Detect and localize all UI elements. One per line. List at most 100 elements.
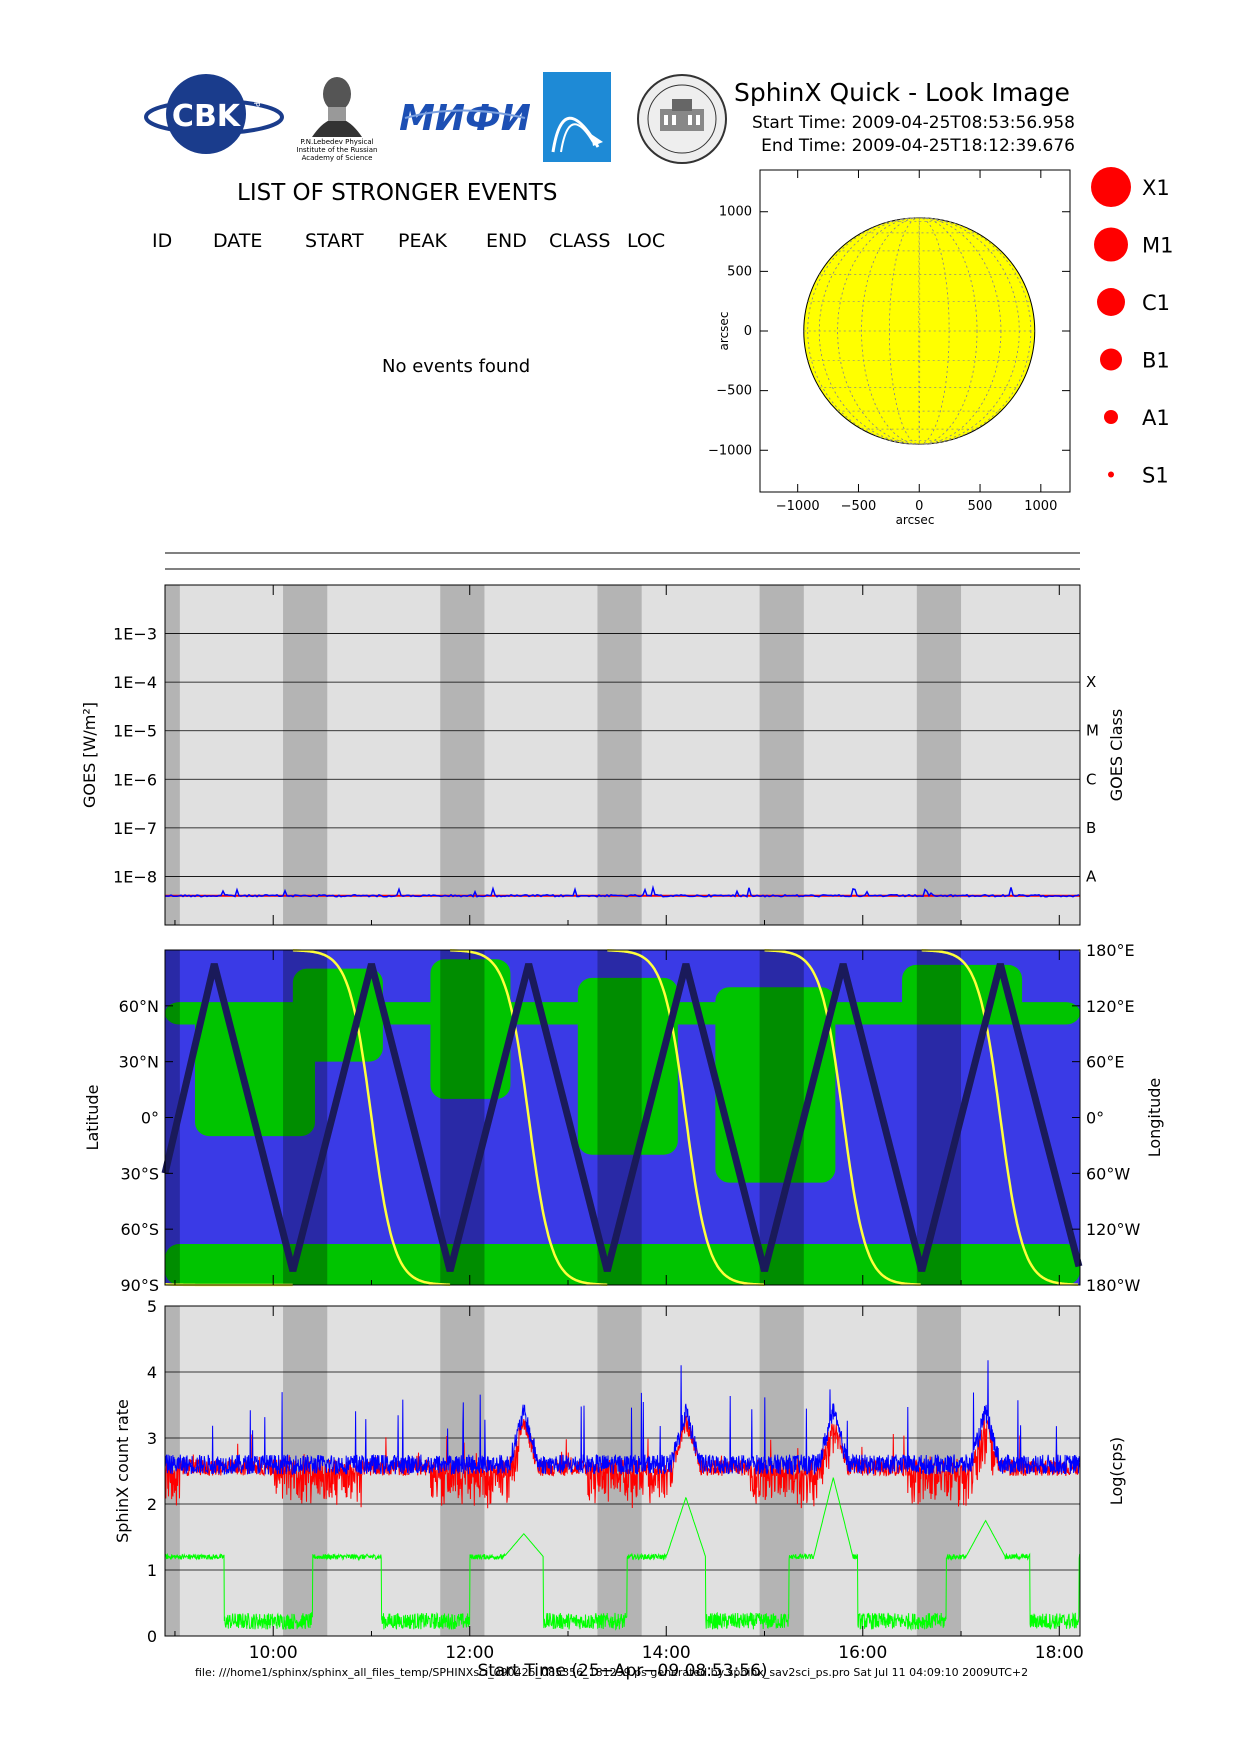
col-loc: LOC [627,230,666,252]
page-title: SphinX Quick - Look Image [734,78,1070,107]
col-start: START [305,230,364,252]
cbk-logo-side: PAN [252,102,261,118]
iki-logo [543,72,611,162]
counts-low-series [164,1476,1081,1631]
orbit-landmass [165,1244,1080,1285]
counts-high-series [164,1360,1081,1476]
no-events-message: No events found [382,356,531,377]
orbit-landmass [715,987,836,1183]
disk-ytick-label: 500 [727,264,752,279]
cbk-logo: CBK PAN [144,74,284,154]
goes-night-band [916,585,962,925]
goes-right-label: GOES Class [1107,709,1126,801]
orbit-ytick-label: 60°S [120,1220,159,1239]
orbit-landmass [577,977,678,1155]
legend-marker-m1 [1094,227,1128,262]
time-tick-label: 14:00 [642,1643,691,1663]
lebedev-caption-2: Institute of the Russian [297,146,378,154]
orbit-rtick-label: 0° [1086,1109,1104,1128]
goes-night-band [165,585,180,925]
legend-marker-b1 [1100,348,1122,371]
disk-xtick-label: 1000 [1024,499,1057,514]
orbit-ytick-label: 60°N [119,997,159,1016]
goes-class-label: A [1086,867,1097,885]
legend-marker-x1 [1091,167,1131,207]
goes-chart: 1E−3 1E−4 1E−5 1E−6 1E−7 1E−8 X M C B A GOES [W/m²]… [80,584,1126,926]
counts-ytick-label: 5 [147,1297,157,1316]
orbit-ytick-label: 0° [141,1109,159,1128]
lebedev-caption-1: P.N.Lebedev Physical [300,138,373,146]
orbit-longitude-curve [921,949,1079,1286]
footer-file-info: file: ///home1/sphinx/sphinx_all_files_t… [195,1666,1029,1679]
legend-marker-c1 [1097,288,1125,316]
goes-ytick-label: 1E−7 [113,819,157,838]
separator-lines [165,552,1080,570]
miphi-logo: МИФИ [400,98,530,139]
goes-night-band [759,585,804,925]
orbit-landmass [195,1005,315,1137]
goes-class-label: X [1086,673,1096,691]
goes-class-label: C [1086,770,1096,788]
counts-ylabel: SphinX count rate [113,1399,132,1543]
orbit-ylabel: Latitude [83,1085,102,1151]
goes-night-band [283,585,328,925]
goes-night-band [597,585,642,925]
goes-ytick-label: 1E−8 [113,867,157,886]
legend-label-b1: B1 [1142,349,1170,373]
goes-frame [164,584,1081,926]
counts-ytick-label: 3 [147,1429,157,1448]
orbit-longitude-curve [450,949,608,1286]
time-tick-label: 10:00 [249,1643,298,1663]
disk-ytick-label: −500 [716,384,752,399]
university-seal [637,74,727,164]
col-date: DATE [213,230,263,252]
orbit-rtick-label: 60°E [1086,1053,1124,1072]
orbit-ytick-label: 30°N [119,1053,159,1072]
count-rate-chart: 5 4 3 2 1 0 10:00 12:00 14:00 16:00 18:00 Start Tim… [113,1297,1126,1681]
orbit-rtick-label: 60°W [1086,1164,1130,1183]
orbit-night-band [916,950,962,1285]
col-id: ID [152,230,173,252]
time-tick-label: 18:00 [1035,1643,1084,1663]
lebedev-logo: P.N.Lebedev Physical Institute of the Ru… [297,77,378,162]
orbit-longitude-curve [764,949,921,1286]
disk-ytick-label: 0 [744,324,752,339]
counts-xlabel: Start Time (25−Apr−09 08:53:56) [477,1661,767,1681]
sun-meridian [807,217,1032,445]
goes-ytick-label: 1E−4 [113,673,157,692]
legend-label-s1: S1 [1142,464,1169,488]
orbit-rtick-label: 180°W [1086,1276,1141,1295]
col-peak: PEAK [398,230,447,252]
lebedev-caption-3: Academy of Science [302,154,373,162]
disk-ytick-label: −1000 [708,443,752,458]
orbit-ytick-label: 30°S [120,1164,159,1183]
cbk-logo-text: CBK [172,99,242,134]
flare-class-legend: X1 M1 C1 B1 A1 S1 [1091,167,1173,488]
counts-ytick-label: 4 [147,1363,157,1382]
sun-meridian [837,217,1002,445]
orbit-landmass [430,959,511,1099]
disk-xtick-label: 0 [915,499,923,514]
legend-label-m1: M1 [1142,234,1173,258]
col-end: END [486,230,527,252]
goes-ylabel: GOES [W/m²] [80,702,99,808]
disk-xtick-label: −500 [841,499,877,514]
legend-marker-a1 [1104,410,1118,424]
orbit-chart: 60°N 30°N 0° 30°S 60°S 90°S 180°E 120°E 60°E 0° 60… [83,941,1164,1295]
orbit-longitude-curve [292,949,451,1286]
goes-ytick-label: 1E−3 [113,625,157,644]
orbit-right-label: Longitude [1145,1078,1164,1158]
goes-ytick-label: 1E−6 [113,770,157,789]
disk-xlabel: arcsec [896,513,935,527]
miphi-logo-text: МИФИ [400,98,530,139]
goes-flux-line [164,884,1080,898]
goes-night-band [440,585,485,925]
time-tick-label: 16:00 [838,1643,887,1663]
sun-meridian [818,217,1020,445]
counts-ytick-label: 2 [147,1495,157,1514]
col-class: CLASS [549,230,611,252]
orbit-rtick-label: 120°W [1086,1220,1141,1239]
start-time: Start Time: 2009-04-25T08:53:56.958 [751,113,1075,133]
orbit-latitude-track [161,963,1083,1272]
